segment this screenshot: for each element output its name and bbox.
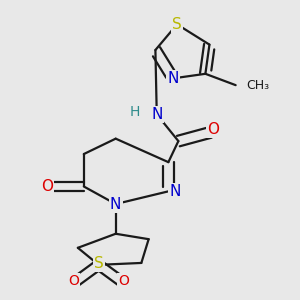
Text: O: O [207,122,219,137]
Text: O: O [118,274,129,288]
Text: S: S [94,256,104,271]
Text: N: N [110,196,122,211]
Text: N: N [169,184,181,199]
Text: N: N [167,71,179,86]
Text: O: O [68,274,79,288]
Text: S: S [172,17,182,32]
Text: H: H [130,105,140,118]
Text: O: O [41,179,53,194]
Text: CH₃: CH₃ [247,79,270,92]
Text: N: N [151,107,162,122]
